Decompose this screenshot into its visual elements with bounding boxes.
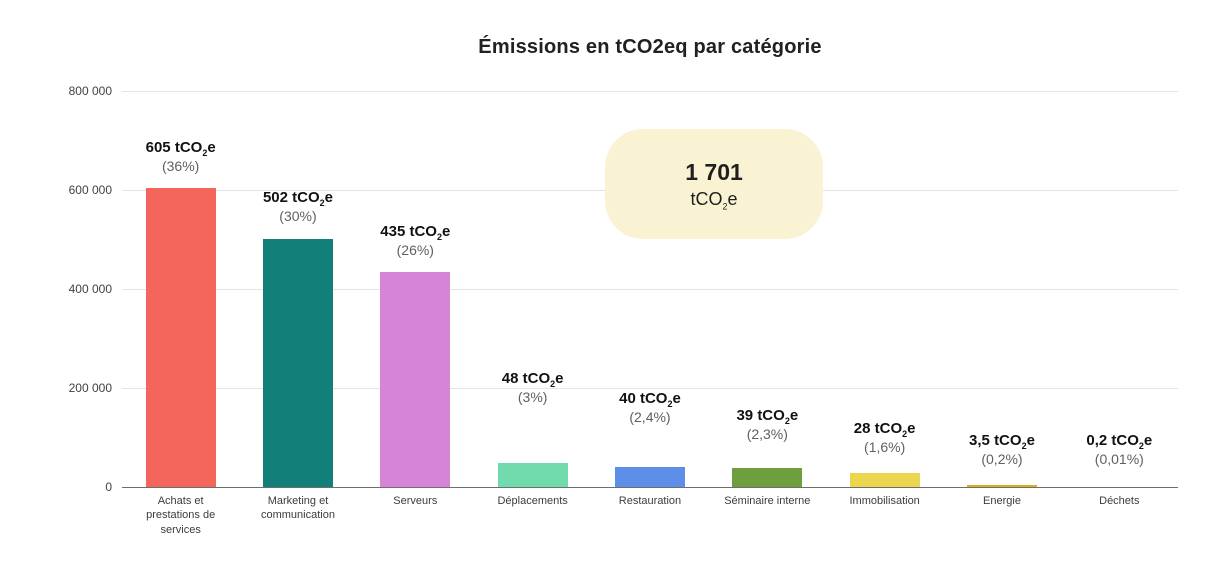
x-axis-category-label: Marketing et communication bbox=[260, 495, 335, 522]
bar-slot-energie: 3,5 tCO2e (0,2%) Energie bbox=[943, 91, 1060, 507]
bar-value-text: 40 tCO2e bbox=[619, 390, 681, 410]
total-callout: 1 701 tCO2e bbox=[605, 129, 823, 239]
bar-value-label: 0,2 tCO2e (0,01%) bbox=[1049, 432, 1189, 467]
chart-title: Émissions en tCO2eq par catégorie bbox=[478, 36, 822, 58]
bar-slot-marketing-et-communication: 502 tCO2e (30%) Marketing et communication bbox=[239, 91, 356, 522]
bar-value-text: 435 tCO2e bbox=[380, 222, 451, 242]
bar-percent-text: (36%) bbox=[161, 157, 200, 174]
bar-percent-text: (0,2%) bbox=[981, 451, 1023, 468]
x-axis-category-label: Energie bbox=[983, 495, 1021, 507]
bar-percent-text: (2,4%) bbox=[629, 409, 671, 426]
total-unit-post: e bbox=[727, 188, 738, 209]
bar-value-label: 39 tCO2e (2,3%) bbox=[697, 407, 837, 442]
bar-slot-dechets: 0,2 tCO2e (0,01%) Déchets bbox=[1061, 91, 1178, 507]
bar-serveurs[interactable] bbox=[380, 271, 451, 487]
bar-value-text: 3,5 tCO2e bbox=[969, 432, 1035, 452]
bar-marketing-et-communication[interactable] bbox=[262, 238, 333, 487]
bar-energie[interactable] bbox=[966, 485, 1037, 487]
gridline bbox=[122, 388, 1178, 389]
bar-value-label: 3,5 tCO2e (0,2%) bbox=[932, 432, 1072, 467]
bar-slot-serveurs: 435 tCO2e (26%) Serveurs bbox=[357, 91, 474, 507]
total-unit-pre: tCO bbox=[690, 188, 723, 209]
bar-value-label: 40 tCO2e (2,4%) bbox=[580, 390, 720, 425]
bar-value-label: 502 tCO2e (30%) bbox=[228, 189, 368, 224]
bar-slot-restauration: 40 tCO2e (2,4%) Restauration bbox=[591, 91, 708, 507]
bar-value-text: 0,2 tCO2e bbox=[1086, 432, 1153, 451]
gridline bbox=[122, 91, 1178, 92]
total-unit: tCO2e bbox=[690, 188, 738, 212]
bar-slot-seminaire-interne: 39 tCO2e (2,3%) Séminaire interne bbox=[709, 91, 826, 507]
bar-deplacements[interactable] bbox=[497, 463, 568, 487]
bar-value-label: 28 tCO2e (1,6%) bbox=[815, 420, 955, 455]
y-axis-tick-label: 400 000 bbox=[68, 282, 112, 296]
bar-value-text: 48 tCO2e bbox=[501, 370, 564, 390]
y-axis-tick-label: 600 000 bbox=[68, 183, 112, 197]
y-axis-tick-label: 0 bbox=[105, 480, 112, 494]
plot-area: 0 200 000 400 000 600 000 800 000 605 tCO2e(… bbox=[69, 84, 1178, 536]
bar-value-text: 605 tCO2e bbox=[145, 138, 216, 158]
bar-slot-immobilisation: 28 tCO2e (1,6%) Immobilisation bbox=[826, 91, 943, 507]
x-axis-baseline bbox=[122, 487, 1178, 488]
bar-percent-text: (2,3%) bbox=[746, 425, 788, 442]
x-axis-category-label: Déplacements bbox=[497, 495, 568, 507]
bar-restauration[interactable] bbox=[614, 467, 685, 487]
x-axis-category-label: Serveurs bbox=[393, 495, 438, 507]
bar-percent-text: (30%) bbox=[279, 207, 317, 224]
x-axis-category-label: Immobilisation bbox=[849, 495, 920, 507]
bar-value-text: 28 tCO2e bbox=[853, 420, 916, 440]
bar-value-text: 39 tCO2e bbox=[736, 406, 799, 426]
y-axis-tick-label: 200 000 bbox=[68, 381, 112, 395]
x-axis-category-label: Achats et prestations de services bbox=[146, 495, 216, 536]
bar-slot-deplacements: 48 tCO2e (3%) Déplacements bbox=[474, 91, 591, 507]
bar-immobilisation[interactable] bbox=[849, 473, 920, 487]
bar-value-label: 435 tCO2e (26%) bbox=[345, 223, 485, 258]
bar-value-text: 502 tCO2e bbox=[262, 188, 334, 208]
total-unit-sub: 2 bbox=[722, 201, 728, 212]
bars-layer: 605 tCO2e (36%) Achats et prestations de s… bbox=[122, 91, 1178, 536]
bar-percent-text: (26%) bbox=[396, 241, 434, 258]
bar-value-label: 605 tCO2e (36%) bbox=[111, 139, 251, 174]
bar-value-label: 48 tCO2e (3%) bbox=[463, 370, 603, 405]
gridline bbox=[122, 289, 1178, 290]
bar-percent-text: (3%) bbox=[517, 389, 548, 406]
x-axis-category-label: Restauration bbox=[618, 495, 682, 507]
bar-percent-text: (1,6%) bbox=[864, 439, 906, 456]
bar-slot-achats-et-prestations-de-services: 605 tCO2e (36%) Achats et prestations de s… bbox=[122, 91, 239, 536]
bar-seminaire-interne[interactable] bbox=[732, 467, 803, 487]
x-axis-category-label: Séminaire interne bbox=[724, 495, 811, 507]
bar-percent-text: (0,01%) bbox=[1094, 451, 1144, 467]
y-axis-tick-label: 800 000 bbox=[68, 84, 112, 98]
bar-achats-et-prestations-de-services[interactable] bbox=[145, 187, 216, 487]
total-value: 1 701 bbox=[685, 158, 743, 185]
x-axis-category-label: Déchets bbox=[1099, 495, 1140, 507]
